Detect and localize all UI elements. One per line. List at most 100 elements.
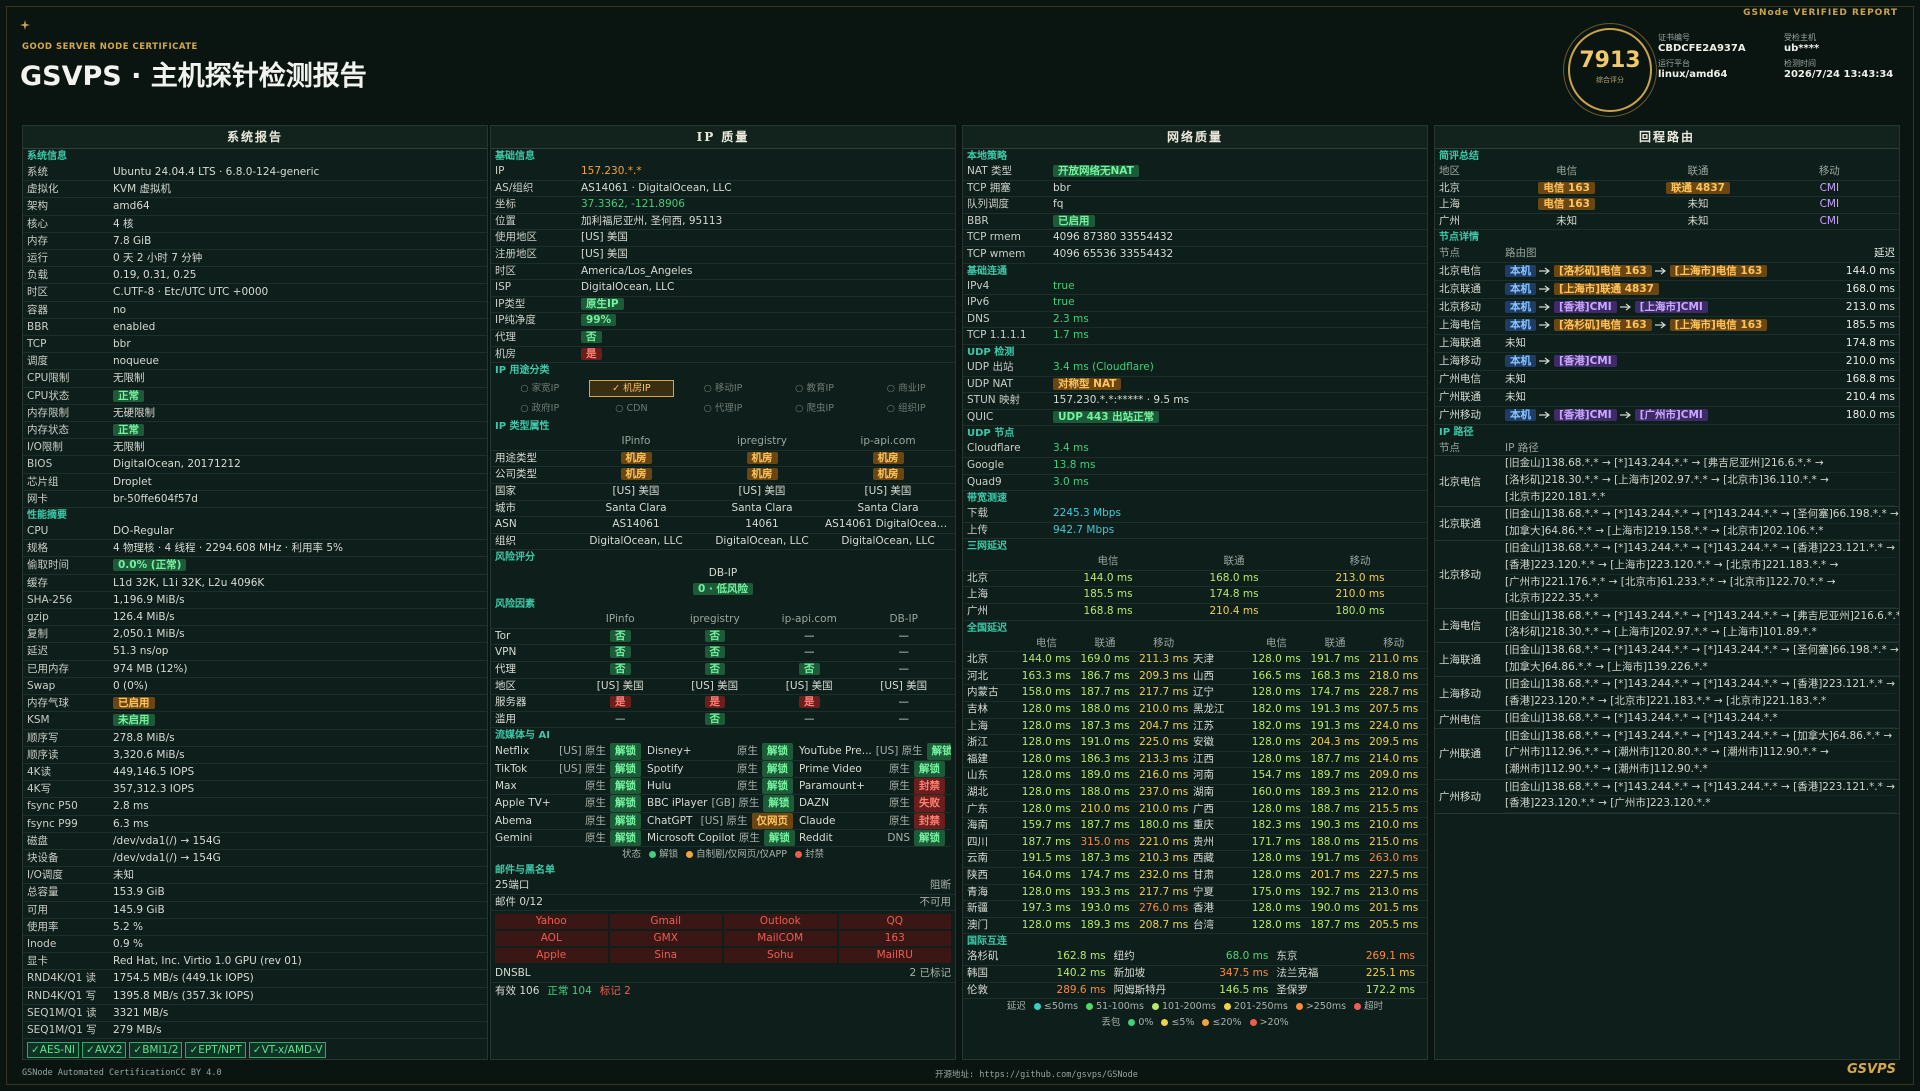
label: 虚拟化 [27,183,59,196]
table-cell: 否 [573,629,668,645]
table-cell: 163.3 ms [1017,669,1076,685]
service-region: DNS [887,831,910,844]
cell-text: 210.0 ms [1080,802,1130,815]
path-row: 广州电信 [旧金山]138.68.*.* → [*]143.244.*.* → [… [1435,711,1899,729]
cell-text: 186.3 ms [1080,752,1130,765]
table-cell: Tor [495,629,573,645]
table-cell: 182.3 ms [1247,818,1306,834]
service-region: 原生 [585,780,606,793]
table-cell: 187.3 ms [1076,851,1135,867]
table-cell: Santa Clara [699,501,825,517]
table-cell: 187.3 ms [1076,719,1135,735]
info-row: RND4K/Q1 读 1754.5 MB/s (449.1k IOPS) [23,970,487,988]
table-cell: DigitalOcean, LLC [699,534,825,550]
value-cell: 0.0% (正常) [113,557,483,573]
cell-text: 海南 [967,819,988,832]
table-cell: 204.3 ms [1306,735,1365,751]
path-row: 北京移动 [旧金山]138.68.*.* → [*]143.244.*.* → [… [1435,541,1899,609]
value: 对称型 NAT [1053,377,1122,390]
cell-text: Tor [495,629,511,642]
cell-text: 国家 [495,484,516,497]
table-cell: 227.5 ms [1364,868,1423,884]
table-cell: 164.0 ms [1017,868,1076,884]
service-region: 原生 [889,780,910,793]
service-region: 原生 [737,780,758,793]
value-cell: 157.230.*.*:***** · 9.5 ms [1053,393,1423,409]
value-cell: 278.8 MiB/s [113,730,483,746]
cell-text: 168.8 ms [1083,605,1133,618]
cell-text: 机房 [620,468,652,481]
usage-chip: ○ 组织IP [886,403,926,415]
table-cell: 186.3 ms [1076,752,1135,768]
header-cell: IPinfo [605,613,635,626]
cell-text: 276.0 ms [1139,902,1189,915]
usage-chip: ○ 教育IP [795,383,835,395]
status-line: 25端口 阻断 [491,878,955,895]
cell-text: 217.7 ms [1139,885,1189,898]
cell-text: 182.0 ms [1251,703,1301,716]
value: 0.9 % [113,937,144,950]
certificate-field: 运行平台 linux/amd64 [1658,58,1784,80]
cell-text: Santa Clara [857,501,919,514]
label: 内存限制 [27,406,69,419]
legend-item: 超时 [1354,1001,1383,1012]
table-cell: 209.5 ms [1364,735,1423,751]
legend-item: 201-250ms [1223,1001,1288,1012]
value: 未知 [113,869,134,882]
label: IPv6 [967,296,990,309]
value-cell: 是 [581,347,951,363]
route-hop: [香港]CMI [1554,301,1617,314]
table-cell: 台湾 [1193,918,1247,934]
cell-text: 北京 [967,571,988,584]
value: 3.4 ms [1053,442,1089,455]
cell-text: 纽约 [1113,950,1135,963]
table-cell: 210.0 ms [1297,587,1423,603]
value-cell: 974 MB (12%) [113,661,483,677]
table-row: 公司类型 机房 机房 机房 [491,467,955,484]
cell-text: 机房 [872,468,904,481]
media-item: Abema 原生 解锁 [495,812,647,830]
cell-text: 天津 [1193,653,1214,666]
value-cell: AS14061 · DigitalOcean, LLC [581,181,951,197]
table-cell: 128.0 ms [1247,851,1306,867]
media-item: Disney+ 原生 解锁 [647,743,799,761]
chip-grid: ○ 家宽IP ✓ 机房IP ○ 移动IP ○ 教育IP ○ 商业IP ○ 政府IP ○ CD… [491,378,955,419]
score-seal: 7913 综合评分 [1568,28,1652,112]
value-cell: enabled [113,319,483,335]
table-cell: 地区 [495,679,573,695]
cell-text: 山西 [1193,669,1214,682]
info-row: 运行 0 天 2 小时 7 分钟 [23,250,487,268]
info-row: SHA-256 1,196.9 MiB/s [23,592,487,610]
arrow [1654,267,1666,275]
info-row: UDP NAT 对称型 NAT [963,377,1427,394]
service-status: 解锁 [763,829,795,847]
value-cell: C.UTF-8 · Etc/UTC UTC +0000 [113,284,483,300]
pair-cell: 225.1 ms [1334,966,1423,982]
info-row: 系统 Ubuntu 24.04.4 LTS · 6.8.0-124-generic [23,164,487,182]
info-row: 代理 否 [491,330,955,347]
label: DNS [967,312,990,325]
route-header: 节点 路由图 延迟 [1435,245,1899,264]
cell-text: 未知 [1687,198,1709,211]
value: [US] 美国 [581,247,628,260]
info-row: 内存气球 已启用 [23,695,487,713]
service-name: YouTube Pre... [799,745,872,758]
table-cell: 169.0 ms [1076,652,1135,668]
label: Swap [27,679,56,692]
legend-text: 解锁 [659,849,679,861]
table-cell: 128.0 ms [1017,702,1076,718]
footer-repo: 开源地址: https://github.com/gsvps/GSNode [935,1070,1138,1080]
route-hop: [上海市]电信 163 [1669,319,1768,332]
table-cell: 128.0 ms [1017,768,1076,784]
route-row: 上海电信 本机 [洛杉矶]电信 163 [上海市]电信 163 185.5 ms [1435,317,1899,336]
pair-cell: 289.6 ms [1025,983,1114,999]
value-cell: 99% [581,313,951,329]
value: Droplet [113,475,152,488]
cell-text: 地区 [495,679,516,692]
table-cell: 221.0 ms [1134,835,1193,851]
value: C.UTF-8 · Etc/UTC UTC +0000 [113,286,269,299]
info-row: 时区 C.UTF-8 · Etc/UTC UTC +0000 [23,284,487,302]
report-panel: IP 质量 基础信息 IP 157.230.*.* AS/组织 AS14061 · Dig… [490,125,956,1060]
table-cell: 机房 [825,467,951,483]
